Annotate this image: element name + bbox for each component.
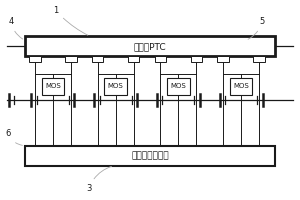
Bar xyxy=(25,146,275,166)
Bar xyxy=(253,56,265,62)
Bar xyxy=(218,56,229,62)
Text: 5: 5 xyxy=(248,17,265,39)
Bar xyxy=(92,56,103,62)
Text: MOS: MOS xyxy=(108,83,124,89)
Bar xyxy=(155,56,166,62)
Text: 阻斷式PTC: 阻斷式PTC xyxy=(134,42,166,51)
Text: MOS: MOS xyxy=(233,83,249,89)
Bar xyxy=(230,78,252,95)
Bar xyxy=(190,56,202,62)
Text: 1: 1 xyxy=(53,6,88,35)
Bar xyxy=(42,78,64,95)
Text: 总电压监测单元: 总电压监测单元 xyxy=(131,151,169,160)
Text: 4: 4 xyxy=(8,17,23,39)
Bar xyxy=(167,78,190,95)
Bar xyxy=(29,56,41,62)
Text: MOS: MOS xyxy=(170,83,186,89)
Bar xyxy=(65,56,76,62)
Bar xyxy=(128,56,139,62)
Bar xyxy=(104,78,127,95)
Bar xyxy=(25,36,275,56)
Text: 3: 3 xyxy=(86,166,112,193)
Text: MOS: MOS xyxy=(45,83,61,89)
Text: 6: 6 xyxy=(5,129,22,145)
